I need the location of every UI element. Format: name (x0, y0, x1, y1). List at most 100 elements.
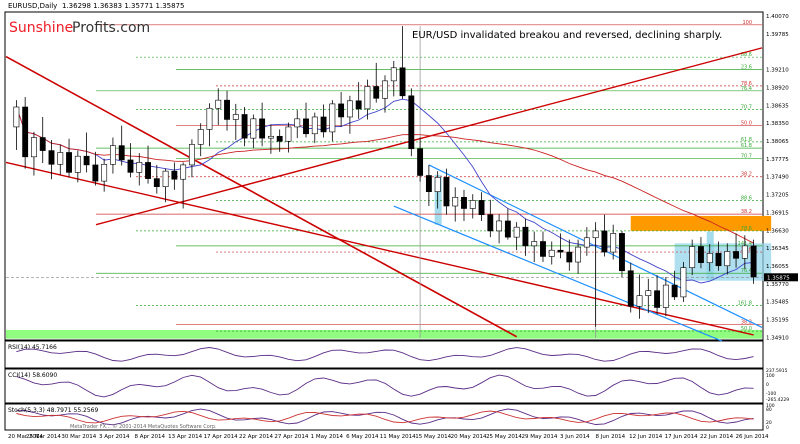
candle (487, 214, 494, 232)
fib-level-label: 38.2 (741, 209, 752, 215)
candle (434, 177, 441, 192)
candle (118, 145, 125, 161)
candle (496, 220, 503, 232)
candle (153, 178, 160, 188)
stoch-tick-label: 100 (766, 403, 775, 409)
date-tick-label: 12 Jun 2014 (629, 434, 663, 440)
fib-level-label: 161.8 (738, 301, 752, 307)
candle (662, 284, 669, 308)
support-zone (6, 329, 762, 339)
candle (733, 251, 739, 259)
candle (320, 116, 327, 133)
date-tick-label: 22 Apr 2014 (239, 434, 274, 440)
candle (311, 116, 318, 135)
candle (31, 137, 37, 158)
fib-level-label: 78.6 (741, 81, 752, 87)
date-tick-label: 15 May 2014 (415, 434, 451, 440)
price-tick-label: 1.37205 (766, 192, 789, 198)
candle (180, 164, 187, 180)
fib-level-label: 88.6 (741, 52, 752, 58)
date-tick-label: 25 Mar 2014 (26, 434, 61, 440)
candle (548, 249, 555, 257)
candle (355, 100, 362, 110)
candle (162, 170, 169, 188)
fib-level-label: 70.7 (741, 154, 752, 160)
candle (250, 118, 257, 139)
date-tick-label: 3 Jun 2014 (560, 434, 590, 440)
main-panel-frame (4, 11, 764, 341)
date-tick-label: 20 Mar 2014 (8, 434, 43, 440)
candle (232, 114, 239, 120)
cci-tick-label: -100 (766, 391, 776, 397)
candle (619, 233, 625, 272)
candle (715, 253, 722, 267)
candle (724, 251, 731, 267)
candle (101, 163, 108, 182)
candle (417, 148, 424, 176)
candle (706, 253, 713, 263)
stoch-tick-label: 20 (766, 420, 772, 426)
date-tick-label: 17 Apr 2014 (204, 434, 239, 440)
candle (408, 95, 415, 150)
stoch-label: Stoch(5,3,3) 48.7971 55.2569 (8, 407, 99, 414)
candle (22, 106, 29, 158)
cci-tick-label: 100 (766, 373, 775, 379)
candle (338, 103, 345, 118)
brand-name-red: Sunshine (9, 20, 73, 36)
candle (610, 233, 617, 253)
candle (461, 196, 467, 209)
resistance-zone (630, 215, 772, 231)
candle (689, 246, 696, 268)
candle (566, 251, 573, 263)
fib-level-label: 61.8 (741, 137, 752, 143)
price-tick-label: 1.37490 (766, 175, 789, 181)
price-tick-label: 1.36915 (766, 211, 789, 217)
candle (540, 241, 546, 257)
candle (425, 175, 432, 192)
candle (583, 237, 590, 248)
price-tick-label: 1.36055 (766, 264, 789, 270)
stoch-main-line (16, 408, 754, 426)
candle (531, 241, 538, 247)
price-tick-label: 1.35485 (766, 300, 789, 306)
candle (373, 86, 380, 99)
candle (259, 118, 266, 139)
date-tick-label: 11 May 2014 (380, 434, 416, 440)
highlight-zone (434, 174, 442, 225)
candle (74, 155, 81, 173)
candle (399, 67, 406, 97)
current-price-label: 1.35875 (767, 275, 790, 281)
candle (13, 106, 20, 128)
candle (592, 230, 599, 239)
red-trend-line-upper (5, 55, 518, 338)
candle (645, 290, 652, 296)
date-tick-label: 1 May 2014 (311, 434, 344, 440)
candle (285, 126, 292, 142)
rsi-panel-frame (4, 340, 764, 369)
stoch-panel-frame (4, 403, 764, 431)
candle (197, 129, 204, 145)
symbol-label: EURUSD,Daily (8, 2, 57, 10)
brand-name-dark: Profits.com (72, 20, 150, 36)
blue-channel-lower (393, 205, 723, 342)
date-tick-label: 20 May 2014 (451, 434, 487, 440)
candle (276, 135, 283, 142)
price-tick-label: 1.36630 (766, 228, 789, 234)
candle (294, 118, 301, 128)
fib-level-label: 38.2 (741, 172, 752, 178)
date-tick-label: 6 May 2014 (346, 434, 379, 440)
candle (188, 144, 195, 166)
price-tick-label: 1.40070 (766, 14, 789, 20)
price-tick-label: 1.38635 (766, 103, 789, 109)
rsi-line (16, 347, 754, 362)
candle (627, 270, 634, 307)
price-tick-label: 1.35195 (766, 318, 789, 324)
date-tick-label: 8 Apr 2014 (134, 434, 165, 440)
fib-level-label: 61.8 (741, 143, 752, 149)
price-tick-label: 1.34910 (766, 335, 789, 341)
date-tick-label: 27 Apr 2014 (274, 434, 309, 440)
price-tick-label: 1.39210 (766, 68, 789, 74)
candle (513, 226, 520, 238)
